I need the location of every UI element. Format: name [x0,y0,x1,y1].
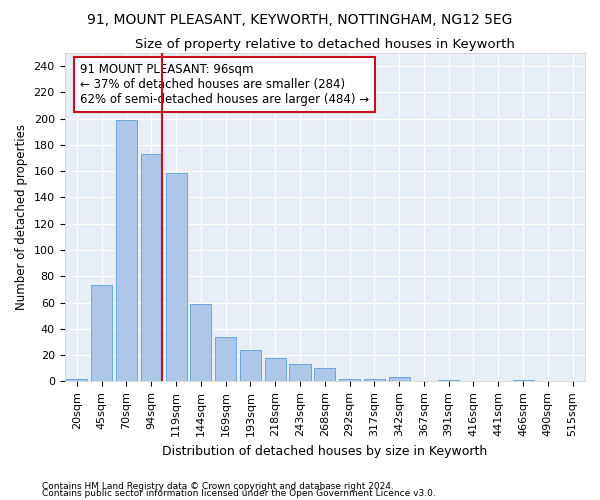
Bar [265,358,286,382]
Bar [190,304,211,382]
Y-axis label: Number of detached properties: Number of detached properties [15,124,28,310]
Bar [289,364,311,382]
Bar [116,120,137,382]
Text: Contains public sector information licensed under the Open Government Licence v3: Contains public sector information licen… [42,490,436,498]
Bar [240,350,261,382]
Title: Size of property relative to detached houses in Keyworth: Size of property relative to detached ho… [135,38,515,51]
Text: 91 MOUNT PLEASANT: 96sqm
← 37% of detached houses are smaller (284)
62% of semi-: 91 MOUNT PLEASANT: 96sqm ← 37% of detach… [80,63,369,106]
Text: Contains HM Land Registry data © Crown copyright and database right 2024.: Contains HM Land Registry data © Crown c… [42,482,394,491]
Bar [339,378,360,382]
Bar [314,368,335,382]
Bar [364,378,385,382]
Bar [91,286,112,382]
Text: 91, MOUNT PLEASANT, KEYWORTH, NOTTINGHAM, NG12 5EG: 91, MOUNT PLEASANT, KEYWORTH, NOTTINGHAM… [88,12,512,26]
Bar [141,154,162,382]
Bar [215,336,236,382]
Bar [389,378,410,382]
Bar [438,380,459,382]
X-axis label: Distribution of detached houses by size in Keyworth: Distribution of detached houses by size … [162,444,487,458]
Bar [512,380,533,382]
Bar [166,172,187,382]
Bar [67,378,88,382]
